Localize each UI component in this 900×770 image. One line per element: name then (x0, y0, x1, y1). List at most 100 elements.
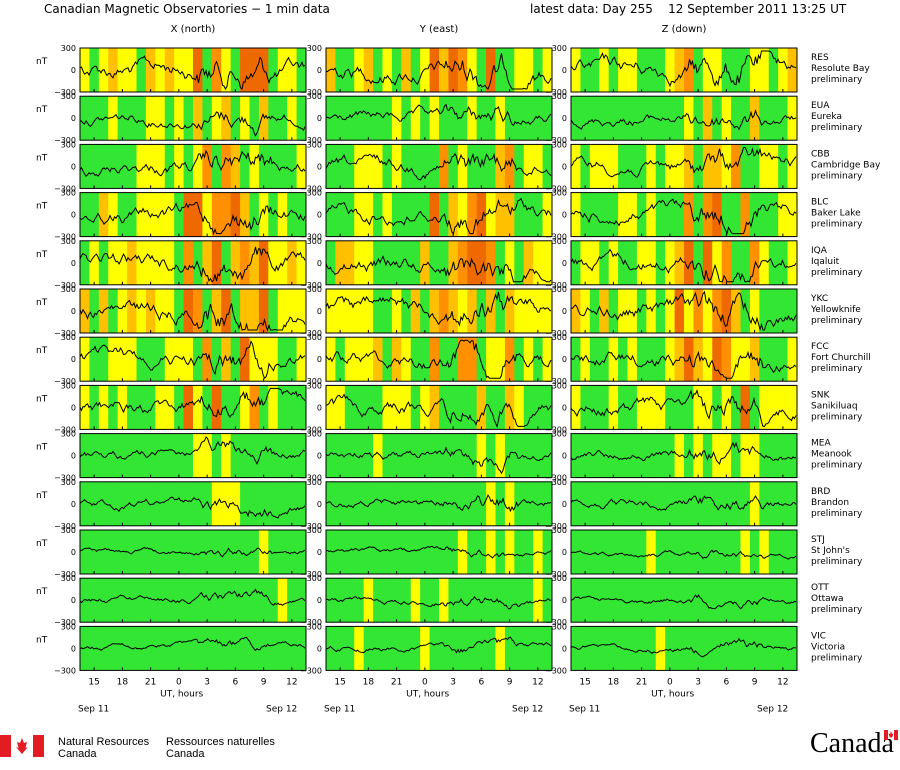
activity-band (504, 192, 515, 237)
activity-band (363, 481, 374, 526)
field-trace (79, 55, 306, 91)
activity-band (410, 144, 421, 189)
unit-label: nT (36, 153, 48, 163)
activity-band (702, 48, 713, 92)
activity-band (127, 192, 137, 237)
station-name: Sanikiluaq (811, 401, 858, 411)
y-tick-label: 300 (552, 430, 567, 439)
activity-band (514, 337, 525, 382)
activity-band (665, 433, 676, 478)
activity-band (533, 481, 544, 526)
activity-band (599, 337, 610, 382)
activity-band (155, 530, 166, 574)
activity-band (268, 337, 279, 382)
activity-band (495, 96, 506, 141)
activity-band (202, 289, 213, 333)
activity-band (731, 385, 741, 430)
activity-band (467, 96, 478, 141)
panel-frame (570, 192, 798, 238)
activity-band (268, 530, 279, 574)
activity-band (354, 626, 365, 671)
y-tick-label: 300 (307, 478, 322, 487)
activity-band (740, 481, 751, 526)
activity-band (127, 337, 137, 382)
activity-band (514, 530, 525, 574)
activity-band (457, 433, 468, 478)
activity-band (731, 578, 741, 623)
activity-band (712, 192, 723, 237)
activity-band (240, 240, 250, 285)
y-tick-label: −300 (545, 184, 567, 193)
nrc-english: Natural Resources Canada (58, 736, 149, 760)
activity-band (636, 240, 647, 285)
activity-band (127, 578, 137, 623)
activity-band (749, 481, 760, 526)
activity-band (439, 626, 449, 671)
activity-band (108, 385, 119, 430)
activity-band (268, 96, 279, 141)
activity-band (655, 626, 666, 671)
activity-band (740, 192, 751, 237)
activity-band (486, 481, 496, 526)
y-tick-label: 0 (562, 452, 567, 461)
activity-band (712, 144, 723, 189)
y-tick-label: 0 (562, 162, 567, 171)
activity-band (202, 240, 213, 285)
unit-label: nT (36, 635, 48, 645)
activity-band (89, 48, 100, 92)
activity-band (514, 289, 525, 333)
y-tick-label: −300 (545, 88, 567, 97)
activity-band (778, 481, 789, 526)
y-tick-label: −300 (300, 233, 322, 242)
activity-band (533, 578, 544, 623)
panel-frame (325, 384, 553, 430)
y-tick-label: 0 (71, 355, 76, 364)
y-tick-label: 0 (71, 66, 76, 75)
activity-band (89, 385, 100, 430)
panel-frame (325, 47, 553, 93)
activity-band (354, 144, 365, 189)
field-trace (79, 436, 306, 465)
activity-band (542, 144, 553, 189)
y-tick-label: 300 (552, 44, 567, 53)
activity-band (326, 240, 336, 285)
activity-band (533, 337, 544, 382)
activity-band (693, 96, 704, 141)
y-tick-label: −300 (54, 377, 76, 386)
activity-band (382, 385, 393, 430)
activity-band (344, 48, 355, 92)
station-name: Cambridge Bay (811, 160, 881, 170)
activity-band (420, 626, 431, 671)
activity-band (420, 385, 431, 430)
activity-band (287, 289, 298, 333)
nrc-fr-line1: Ressources naturelles (166, 736, 275, 748)
activity-band (249, 240, 260, 285)
activity-band (655, 240, 666, 285)
activity-band (401, 96, 412, 141)
activity-band (240, 481, 250, 526)
activity-band (618, 144, 628, 189)
activity-band (467, 144, 478, 189)
nrc-french: Ressources naturelles Canada (166, 736, 275, 760)
activity-band (193, 144, 203, 189)
x-tick-label: 0 (422, 678, 428, 688)
y-tick-label: 300 (61, 478, 76, 487)
activity-band (164, 530, 175, 574)
y-tick-label: −300 (545, 281, 567, 290)
activity-band (599, 626, 610, 671)
field-trace (570, 388, 797, 427)
x-tick-label: 6 (233, 678, 239, 688)
activity-band (693, 144, 704, 189)
activity-band (731, 530, 741, 574)
activity-band (401, 240, 412, 285)
activity-band (363, 433, 374, 478)
station-name: Ottawa (811, 594, 844, 604)
activity-band (439, 289, 449, 333)
activity-band (211, 48, 222, 92)
activity-band (344, 530, 355, 574)
activity-band (240, 626, 250, 671)
activity-band (98, 530, 109, 574)
activity-band (439, 144, 449, 189)
activity-band (674, 289, 685, 333)
activity-band (749, 578, 760, 623)
